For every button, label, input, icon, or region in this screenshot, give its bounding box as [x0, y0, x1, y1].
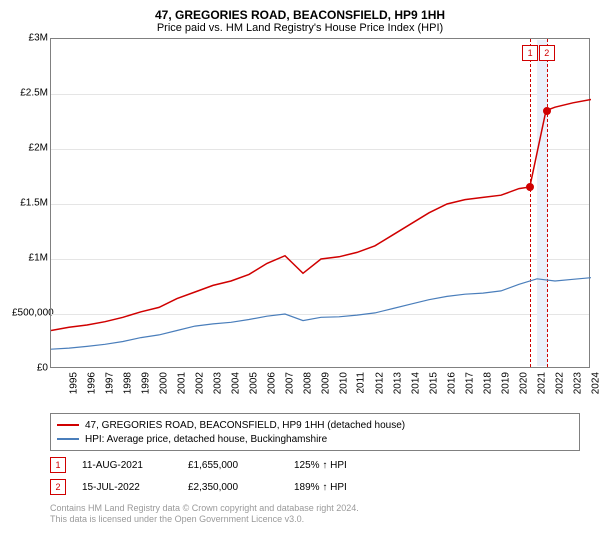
y-tick-label: £3M — [12, 33, 48, 44]
y-tick-label: £2M — [12, 143, 48, 154]
event-callout: 1 — [522, 45, 538, 61]
legend-label: HPI: Average price, detached house, Buck… — [85, 434, 327, 445]
footer-attribution: Contains HM Land Registry data © Crown c… — [50, 503, 590, 525]
x-tick-label: 2016 — [446, 372, 457, 394]
x-tick-label: 2021 — [536, 372, 547, 394]
x-tick-label: 2002 — [194, 372, 205, 394]
y-axis: £0£500,000£1M£1.5M£2M£2.5M£3M — [12, 38, 48, 368]
x-tick-label: 2011 — [356, 372, 367, 394]
x-tick-label: 2015 — [428, 372, 439, 394]
legend-swatch — [57, 424, 79, 426]
chart-subtitle: Price paid vs. HM Land Registry's House … — [10, 22, 590, 34]
legend-swatch — [57, 438, 79, 440]
plot-area: 12 — [50, 38, 590, 368]
legend-item: HPI: Average price, detached house, Buck… — [57, 432, 573, 446]
x-tick-label: 2017 — [464, 372, 475, 394]
chart-area: £0£500,000£1M£1.5M£2M£2.5M£3M 12 1995199… — [50, 38, 590, 368]
x-tick-label: 1998 — [122, 372, 133, 394]
x-tick-label: 2019 — [500, 372, 511, 394]
x-tick-label: 2013 — [392, 372, 403, 394]
events-table: 1 11-AUG-2021 £1,655,000 125% ↑ HPI 2 15-JUL-… — [10, 457, 590, 495]
x-tick-label: 2003 — [212, 372, 223, 394]
event-number: 1 — [50, 457, 66, 473]
x-tick-label: 2007 — [284, 372, 295, 394]
x-tick-label: 2004 — [230, 372, 241, 394]
event-marker — [526, 183, 534, 191]
x-axis: 1995 1996 1997 1998 1999 2000 2001 2002 2003 2004… — [50, 370, 590, 410]
y-tick-label: £0 — [12, 363, 48, 374]
x-tick-label: 2006 — [266, 372, 277, 394]
x-tick-label: 2008 — [302, 372, 313, 394]
x-tick-label: 2024 — [590, 372, 600, 394]
x-tick-label: 2014 — [410, 372, 421, 394]
y-tick-label: £1.5M — [12, 198, 48, 209]
x-tick-label: 1996 — [86, 372, 97, 394]
event-row: 1 11-AUG-2021 £1,655,000 125% ↑ HPI — [50, 457, 580, 473]
series-svg — [51, 39, 591, 369]
y-tick-label: £1M — [12, 253, 48, 264]
y-tick-label: £2.5M — [12, 88, 48, 99]
event-number: 2 — [50, 479, 66, 495]
x-tick-label: 1995 — [68, 372, 79, 394]
x-tick-label: 2009 — [320, 372, 331, 394]
x-tick-label: 2010 — [338, 372, 349, 394]
x-tick-label: 2001 — [176, 372, 187, 394]
x-tick-label: 2020 — [518, 372, 529, 394]
x-tick-label: 2012 — [374, 372, 385, 394]
series-line — [51, 100, 591, 331]
footer-line-1: Contains HM Land Registry data © Crown c… — [50, 503, 590, 514]
chart-container: 47, GREGORIES ROAD, BEACONSFIELD, HP9 1H… — [0, 0, 600, 560]
event-date: 11-AUG-2021 — [82, 460, 172, 471]
legend-label: 47, GREGORIES ROAD, BEACONSFIELD, HP9 1H… — [85, 420, 405, 431]
x-tick-label: 2018 — [482, 372, 493, 394]
event-price: £1,655,000 — [188, 460, 278, 471]
event-callout: 2 — [539, 45, 555, 61]
chart-title: 47, GREGORIES ROAD, BEACONSFIELD, HP9 1H… — [10, 8, 590, 22]
legend-item: 47, GREGORIES ROAD, BEACONSFIELD, HP9 1H… — [57, 418, 573, 432]
x-tick-label: 1999 — [140, 372, 151, 394]
legend: 47, GREGORIES ROAD, BEACONSFIELD, HP9 1H… — [50, 413, 580, 451]
x-tick-label: 2005 — [248, 372, 259, 394]
event-price: £2,350,000 — [188, 482, 278, 493]
event-delta: 125% ↑ HPI — [294, 460, 384, 471]
footer-line-2: This data is licensed under the Open Gov… — [50, 514, 590, 525]
y-tick-label: £500,000 — [12, 308, 48, 319]
event-marker — [543, 107, 551, 115]
x-tick-label: 2023 — [572, 372, 583, 394]
event-row: 2 15-JUL-2022 £2,350,000 189% ↑ HPI — [50, 479, 580, 495]
x-tick-label: 2000 — [158, 372, 169, 394]
x-tick-label: 2022 — [554, 372, 565, 394]
series-line — [51, 278, 591, 350]
x-tick-label: 1997 — [104, 372, 115, 394]
event-delta: 189% ↑ HPI — [294, 482, 384, 493]
event-date: 15-JUL-2022 — [82, 482, 172, 493]
